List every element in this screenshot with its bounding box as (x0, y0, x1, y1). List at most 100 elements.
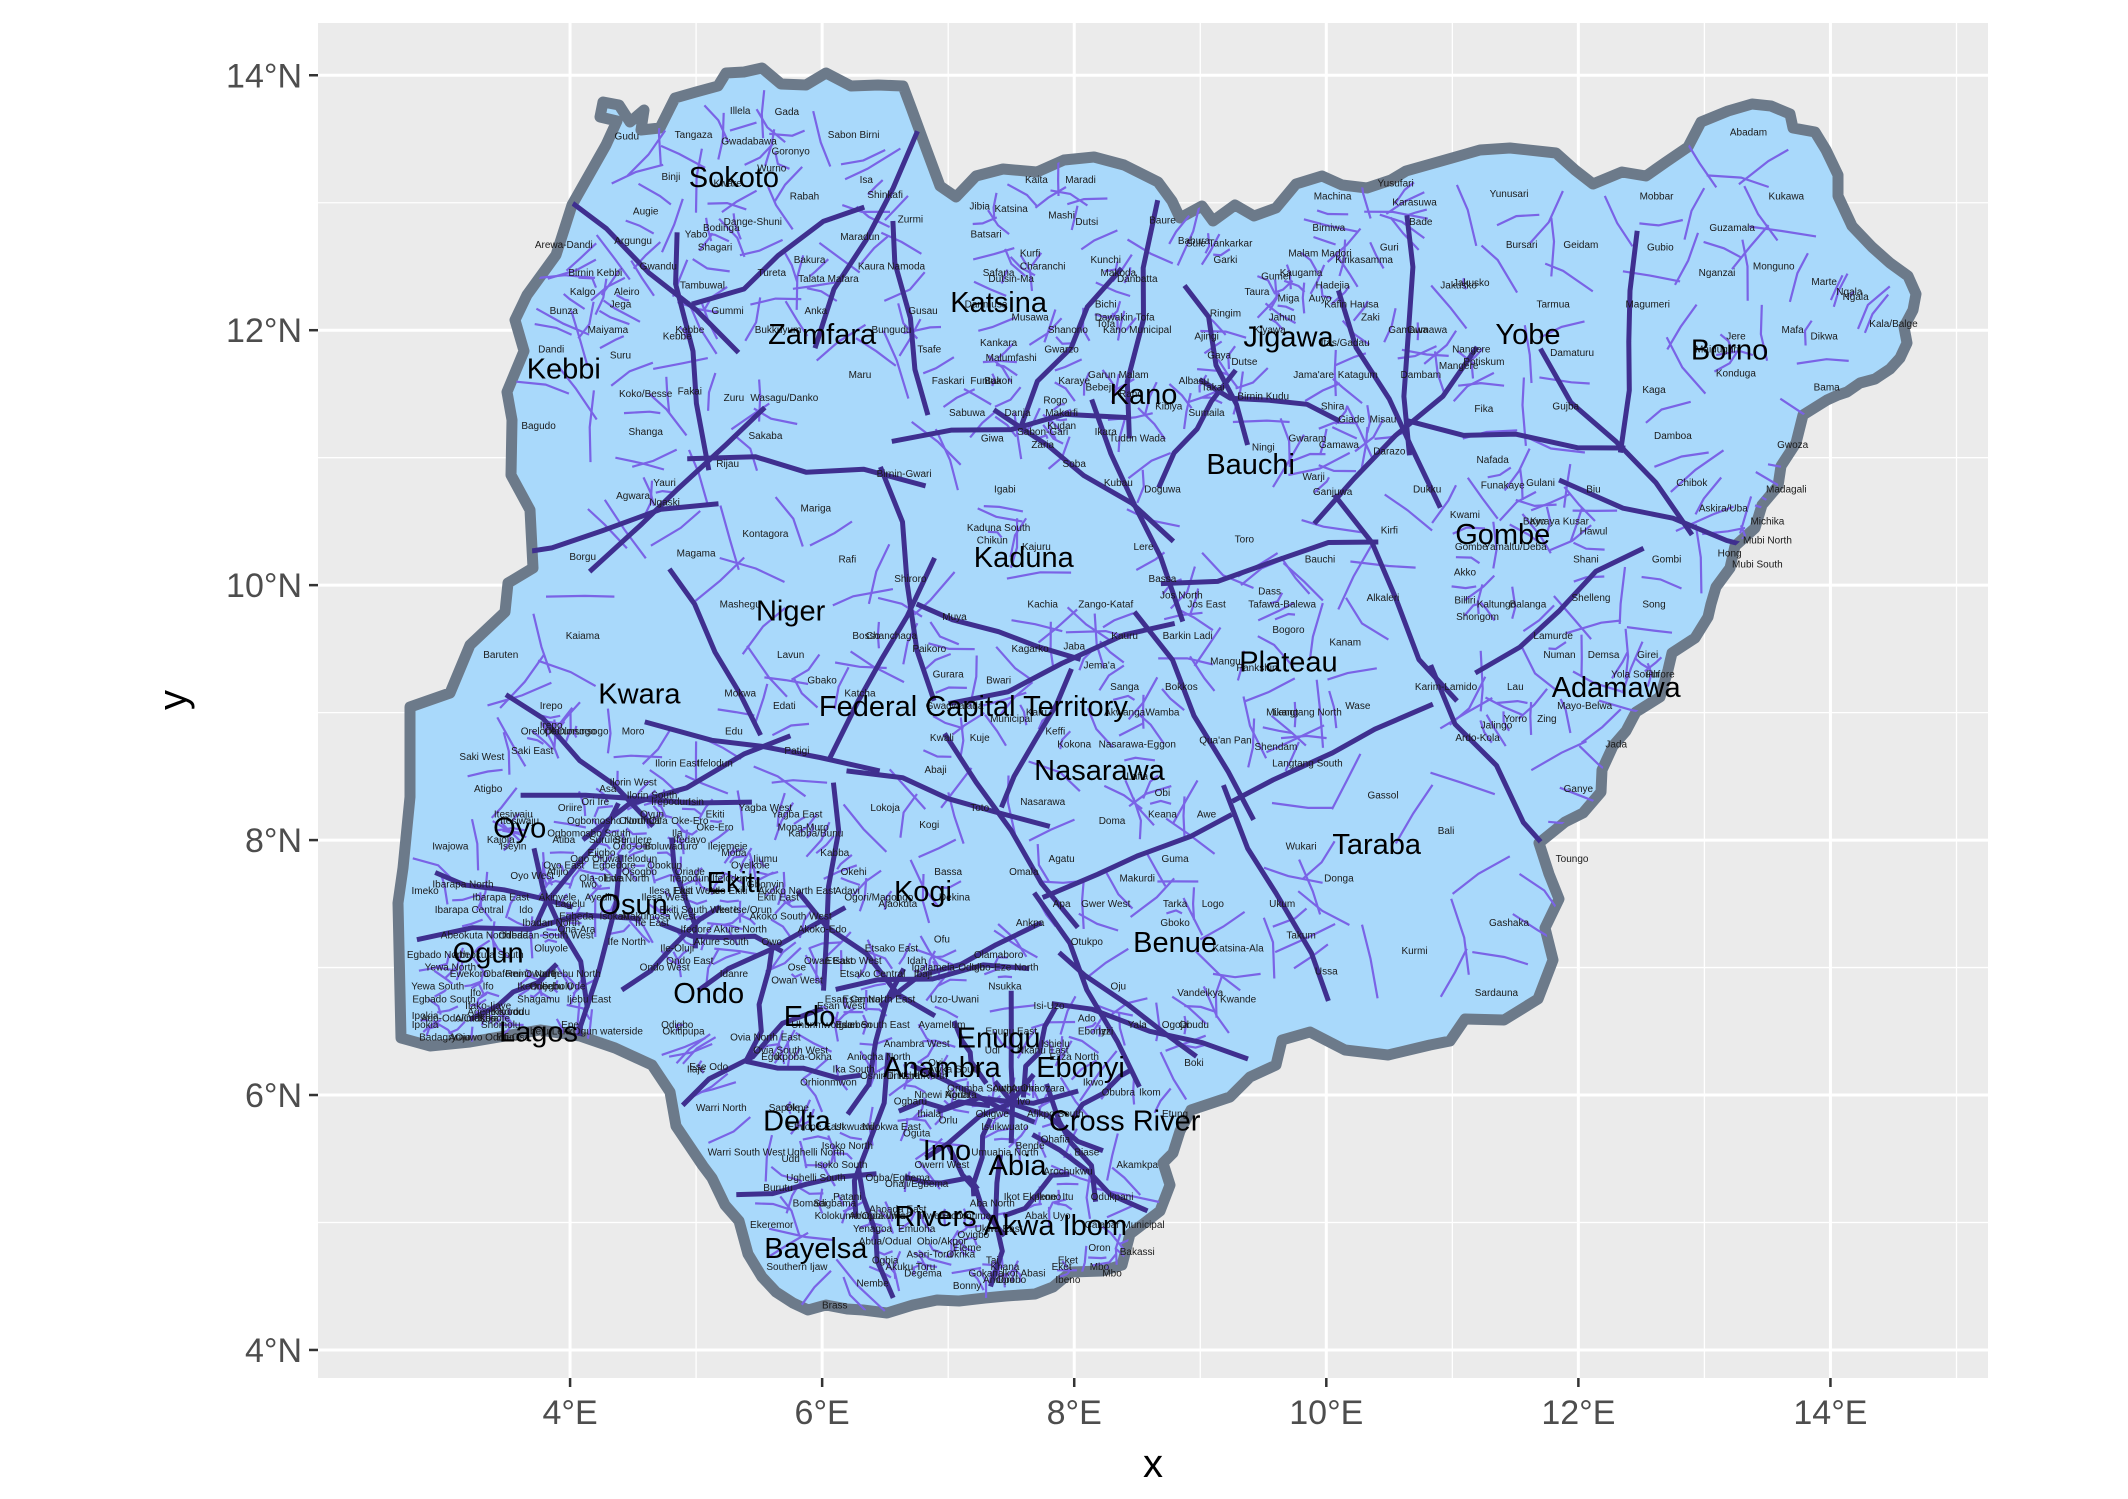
lga-label: Katagum (1338, 370, 1378, 381)
lga-label: Ussa (1315, 966, 1338, 977)
lga-label: Kala/Balge (1869, 319, 1918, 330)
lga-label: Iwajowa (432, 841, 469, 852)
lga-boundary-line (1142, 774, 1159, 799)
lga-label: Iwo (581, 880, 597, 891)
lga-label: Guri (1380, 242, 1399, 253)
state-boundary-line (878, 920, 1043, 1008)
lga-boundary-line (959, 1246, 967, 1256)
state-boundary-line (745, 1058, 862, 1081)
lga-boundary-line (860, 982, 887, 991)
lga-boundary-line (978, 1268, 988, 1301)
lga-boundary-line (1302, 840, 1336, 880)
lga-boundary-line (794, 1108, 816, 1130)
lga-boundary-line (696, 877, 709, 891)
lga-label: Dandi (538, 344, 564, 355)
lga-boundary-line (721, 189, 758, 213)
lga-label: Guzamala (1709, 223, 1755, 234)
state-label: Edo (784, 1001, 836, 1033)
lga-label: Akko (1454, 567, 1477, 578)
lga-label: Bayo (1523, 516, 1546, 527)
lga-label: Okpe (785, 1103, 809, 1114)
lga-boundary-line (1518, 872, 1561, 913)
lga-label: Bama (1814, 383, 1841, 394)
lga-boundary-line (710, 872, 727, 895)
lga-boundary-line (1487, 466, 1512, 479)
lga-boundary-line (1316, 209, 1349, 216)
lga-label: Apa (1053, 899, 1071, 910)
y-tick-label: 12°N (226, 312, 302, 350)
lga-label: Nnewi North (914, 1090, 969, 1101)
lga-boundary-line (1086, 707, 1114, 749)
lga-label: Patani (833, 1192, 861, 1203)
state-label: Yobe (1495, 319, 1560, 351)
lga-label: Yagba West (739, 803, 793, 814)
lga-boundary-line (1384, 493, 1433, 532)
lga-boundary-line (553, 820, 587, 829)
lga-label: Egbado South (412, 994, 475, 1005)
lga-boundary-line (1270, 714, 1307, 747)
lga-label: Aninri (1011, 1084, 1037, 1095)
lga-label: Mopa-Muro (778, 822, 830, 833)
lga-label: Rijau (716, 459, 739, 470)
lga-label: Ekiti South West (660, 905, 733, 916)
lga-boundary-line (647, 902, 670, 918)
lga-boundary-line (1106, 1133, 1119, 1181)
lga-boundary-line (1796, 358, 1849, 365)
lga-boundary-line (524, 975, 540, 982)
state-boundary-line (667, 567, 763, 737)
state-boundary-line (620, 904, 722, 993)
lga-boundary-line (764, 1134, 774, 1182)
lga-label: Danja (1004, 408, 1031, 419)
lga-label: Gulani (1526, 478, 1555, 489)
state-boundary-line (673, 232, 712, 471)
lga-label: Karasuwa (1392, 198, 1437, 209)
lga-label: Ekiti West (674, 886, 718, 897)
lga-boundary-line (1563, 486, 1596, 522)
lga-label: Otukpo (1071, 937, 1104, 948)
lga-boundary-line (461, 918, 483, 928)
lga-boundary-line (1232, 419, 1290, 424)
lga-label: Takum (1286, 931, 1315, 942)
lga-boundary-line (1379, 213, 1425, 239)
lga-label: Lavun (777, 650, 804, 661)
lga-boundary-line (628, 920, 651, 944)
lga-label: Ivo (1017, 1096, 1031, 1107)
lga-boundary-line (812, 110, 832, 167)
lga-boundary-line (808, 941, 842, 950)
state-boundary-line (915, 601, 1082, 662)
lga-label: Boki (1184, 1058, 1203, 1069)
lga-label: Ohaozara (1021, 1084, 1065, 1095)
lga-label: Ondo West (640, 963, 690, 974)
lga-label: Nsukka (988, 982, 1022, 993)
lga-boundary-line (1059, 730, 1072, 750)
lga-boundary-line (1397, 345, 1437, 360)
lga-boundary-line (1079, 1050, 1118, 1102)
lga-label: Bade (1409, 217, 1433, 228)
state-label: Bayelsa (764, 1233, 868, 1265)
lga-label: Ankpa (1016, 918, 1045, 929)
lga-boundary-line (1352, 300, 1369, 322)
lga-boundary-line (832, 588, 894, 607)
lga-label: Ihiala (917, 1109, 941, 1120)
lga-label: Mashegu (720, 599, 761, 610)
lga-label: Odigbo (661, 1020, 694, 1031)
lga-boundary-line (770, 918, 793, 941)
lga-boundary-line (1131, 1075, 1136, 1105)
lga-label: Bassa (934, 867, 962, 878)
lga-boundary-line (940, 1054, 949, 1076)
lga-label: Doma (1099, 816, 1126, 827)
lga-boundary-line (982, 1126, 1015, 1140)
lga-boundary-line (642, 476, 656, 507)
lga-boundary-line (692, 556, 745, 604)
lga-boundary-line (1366, 405, 1372, 434)
lga-boundary-line (876, 621, 880, 649)
state-boundary-line (1617, 230, 1640, 453)
lga-label: Shagari (698, 242, 732, 253)
lga-boundary-line (660, 198, 684, 253)
lga-label: Ayamelum (918, 1020, 965, 1031)
lga-label: Dambam (1401, 370, 1442, 381)
lga-boundary-line (1694, 476, 1723, 515)
lga-boundary-line (1393, 181, 1415, 205)
lga-label: Dutsi (1075, 217, 1098, 228)
lga-label: Jakusko (1453, 278, 1490, 289)
